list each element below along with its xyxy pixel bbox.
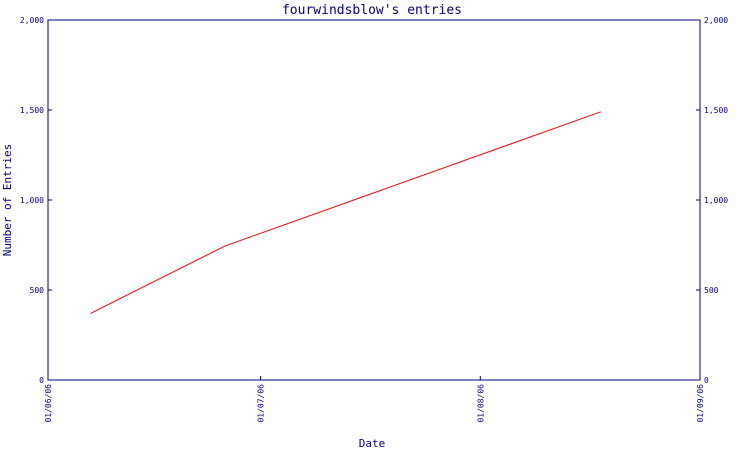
y-tick-label-right: 0 [704,376,709,385]
x-tick-label: 01/08/06 [476,384,485,423]
x-axis-title: Date [359,437,386,450]
chart-title: fourwindsblow's entries [282,3,462,18]
y-tick-label-left: 500 [30,286,45,295]
y-axis-ticks: 0 0 500 500 1,000 1,000 1,500 1,500 2,000 2,000 [20,16,728,385]
x-tick-label: 01/07/06 [257,384,266,423]
y-tick-label-right: 2,000 [704,16,728,25]
x-tick-label: 01/09/06 [696,384,705,423]
x-tick-label: 01/06/06 [44,384,53,423]
x-axis-ticks: 01/06/06 01/07/06 01/08/06 01/09/06 [44,376,705,423]
plot-area-frame [47,19,701,381]
y-tick-label-right: 1,500 [704,106,728,115]
y-tick-label-right: 1,000 [704,196,728,205]
y-tick-label-left: 2,000 [20,16,44,25]
y-tick-label-left: 1,500 [20,106,44,115]
series-layer [90,111,601,314]
y-tick-label-left: 0 [39,376,44,385]
y-axis-title: Number of Entries [1,144,14,257]
y-tick-label-left: 1,000 [20,196,44,205]
y-tick-label-right: 500 [704,286,719,295]
series-line [90,111,601,314]
